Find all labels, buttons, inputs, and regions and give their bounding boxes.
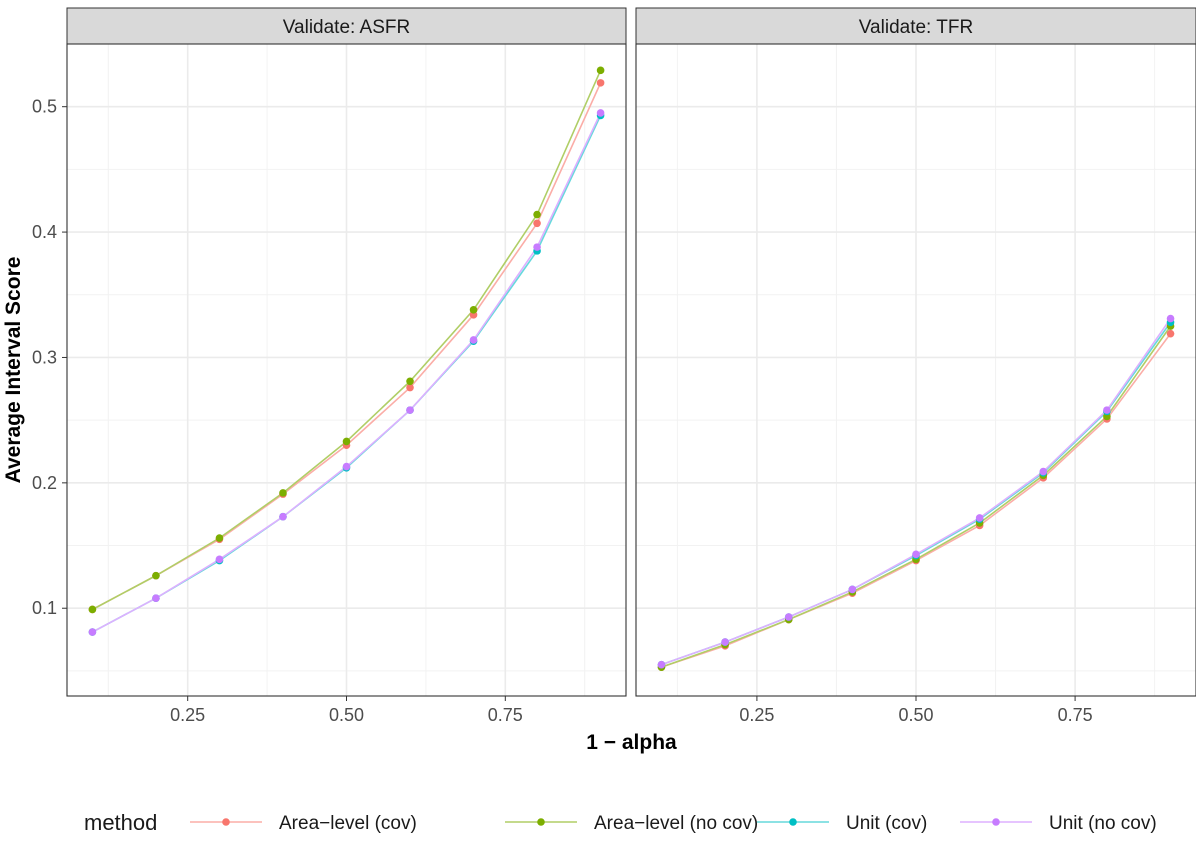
facet-strip	[66, 7, 627, 45]
legend-item: Unit (no cov)	[960, 813, 1157, 834]
legend-key-point	[789, 818, 797, 826]
data-point	[784, 613, 793, 621]
data-point	[406, 377, 414, 386]
data-point	[975, 514, 984, 522]
legend-title: method	[84, 810, 157, 835]
data-point	[596, 66, 605, 75]
x-tick-label: 0.75	[488, 705, 523, 725]
y-tick-label: 0.3	[32, 347, 57, 367]
x-tick-label: 0.50	[329, 705, 364, 725]
data-point	[88, 605, 97, 614]
y-axis-title: Average Interval Score	[2, 257, 25, 484]
facet-title: Validate: ASFR	[283, 17, 410, 38]
data-point	[1166, 329, 1175, 338]
x-tick-label: 0.50	[898, 705, 933, 725]
x-tick-label: 0.25	[739, 705, 774, 725]
data-point	[215, 534, 224, 542]
x-tick-label: 0.25	[170, 705, 205, 725]
data-point	[912, 550, 920, 559]
legend-label: Area−level (no cov)	[594, 813, 758, 834]
legend-item: Area−level (no cov)	[505, 813, 758, 834]
data-point	[152, 594, 160, 602]
data-point	[152, 571, 160, 580]
facet-panel: Validate: ASFR 0.25 0.50 0.75 0.1 0.2 0.3 0.4 0.…	[32, 7, 627, 725]
facet-panel: Validate: TFR 0.25 0.50 0.75	[635, 7, 1196, 725]
legend-label: Area−level (cov)	[279, 813, 417, 834]
legend-label: Unit (no cov)	[1049, 813, 1157, 834]
y-tick-label: 0.2	[32, 473, 57, 493]
data-point	[469, 306, 478, 314]
data-point	[657, 660, 666, 669]
data-point	[1039, 467, 1048, 476]
data-point	[533, 210, 541, 219]
data-point	[406, 406, 414, 414]
data-point	[215, 555, 224, 564]
y-tick-label: 0.5	[32, 97, 57, 117]
legend-key-point	[992, 818, 1000, 826]
data-point	[721, 638, 729, 646]
data-point	[848, 585, 857, 594]
y-tick-label: 0.4	[32, 222, 57, 242]
data-point	[88, 628, 97, 636]
facet-title: Validate: TFR	[859, 17, 973, 38]
legend-key-point	[222, 818, 230, 826]
legend-item: Area−level (cov)	[190, 813, 417, 834]
data-point	[596, 79, 605, 87]
data-point	[596, 109, 605, 117]
data-point	[342, 437, 351, 446]
data-point	[469, 336, 478, 344]
data-point	[1166, 314, 1175, 323]
legend-label: Unit (cov)	[846, 813, 927, 834]
x-axis-title: 1 − alpha	[586, 731, 677, 754]
data-point	[342, 462, 351, 471]
data-point	[279, 489, 287, 497]
y-tick-label: 0.1	[32, 598, 57, 618]
data-point	[1103, 406, 1111, 414]
legend: method Area−level (cov) Area−level (no cov…	[84, 810, 1157, 835]
data-point	[406, 383, 414, 392]
legend-key-point	[537, 818, 545, 826]
legend-item: Unit (cov)	[757, 813, 927, 834]
data-point	[279, 512, 287, 521]
x-tick-label: 0.75	[1058, 705, 1093, 725]
data-point	[533, 243, 541, 251]
data-point	[533, 219, 541, 228]
